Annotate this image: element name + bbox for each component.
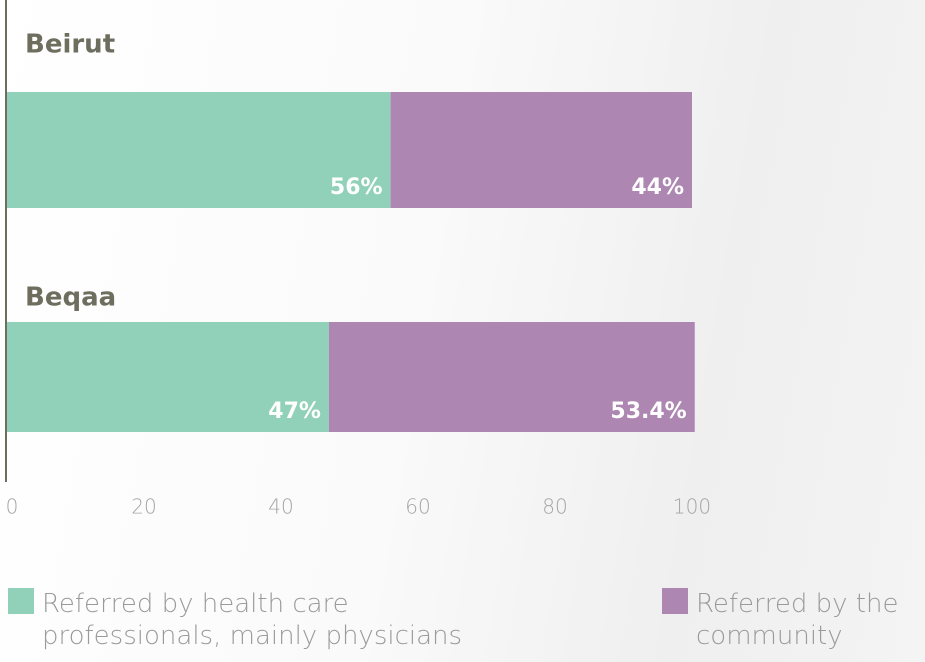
data-label: 53.4%: [610, 399, 686, 424]
legend-label: Referred by health care professionals, m…: [42, 589, 463, 651]
x-tick-label: 80: [542, 495, 567, 519]
category-label: Beqaa: [25, 283, 116, 313]
legend-item: Referred by the community: [662, 588, 925, 652]
bar-segment: [7, 92, 391, 208]
bar-segment: [390, 92, 692, 208]
x-tick-label: 0: [6, 495, 19, 519]
data-label: 44%: [631, 175, 684, 200]
category-label: Beirut: [25, 30, 115, 60]
data-label: 56%: [330, 175, 383, 200]
x-tick-label: 40: [268, 495, 293, 519]
x-tick-label: 60: [405, 495, 430, 519]
legend-item: Referred by health care professionals, m…: [8, 588, 568, 652]
legend-swatch: [8, 588, 34, 614]
bar-segment: [7, 322, 329, 432]
bar-segment: [328, 322, 695, 432]
chart: 0 20 40 60 80 100 Beirut 56% 44% Beqaa 47% 53.4%: [5, 0, 711, 519]
legend-label: Referred by the community: [696, 589, 899, 651]
legend-swatch: [662, 588, 688, 614]
x-tick-label: 20: [131, 495, 156, 519]
data-label: 47%: [268, 399, 321, 424]
x-tick-label: 100: [673, 495, 711, 519]
